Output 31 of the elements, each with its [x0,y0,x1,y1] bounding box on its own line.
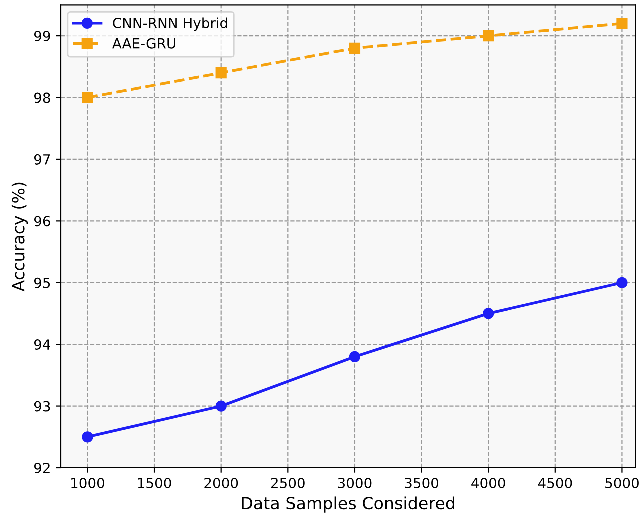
y-tick-label: 95 [34,278,50,288]
point [216,68,227,79]
y-axis-title: Accuracy (%) [12,182,28,292]
point [216,400,227,412]
legend-label: CNN-RNN Hybrid [113,18,228,32]
point [483,30,494,42]
y-tick-label: 96 [34,216,50,227]
point [82,432,94,443]
x-tick-label: 3500 [405,478,439,488]
x-axis-title: Data Samples Considered [242,496,454,513]
x-tick-label: 3000 [338,478,372,488]
x-tick-label: 2000 [204,478,238,488]
y-tick-label: 99 [34,31,50,42]
x-tick-label: 2500 [272,478,305,488]
point [616,18,628,30]
point [349,42,361,54]
x-tick-label: 4000 [472,478,506,488]
y-tick-label: 97 [34,154,50,165]
point [349,351,361,362]
legend-label: AAE-GRU [112,38,176,49]
x-tick-label: 1500 [138,478,172,488]
y-tick-label: 98 [34,92,50,104]
x-tick-label: 4500 [538,478,572,488]
y-tick-label: 93 [34,401,50,412]
x-tick-label: 1000 [72,478,104,488]
point [82,92,94,104]
y-tick-label: 92 [34,462,50,474]
y-tick-label: 94 [34,340,50,350]
point [483,308,494,320]
point [616,277,628,288]
x-tick-label: 5000 [606,478,639,488]
